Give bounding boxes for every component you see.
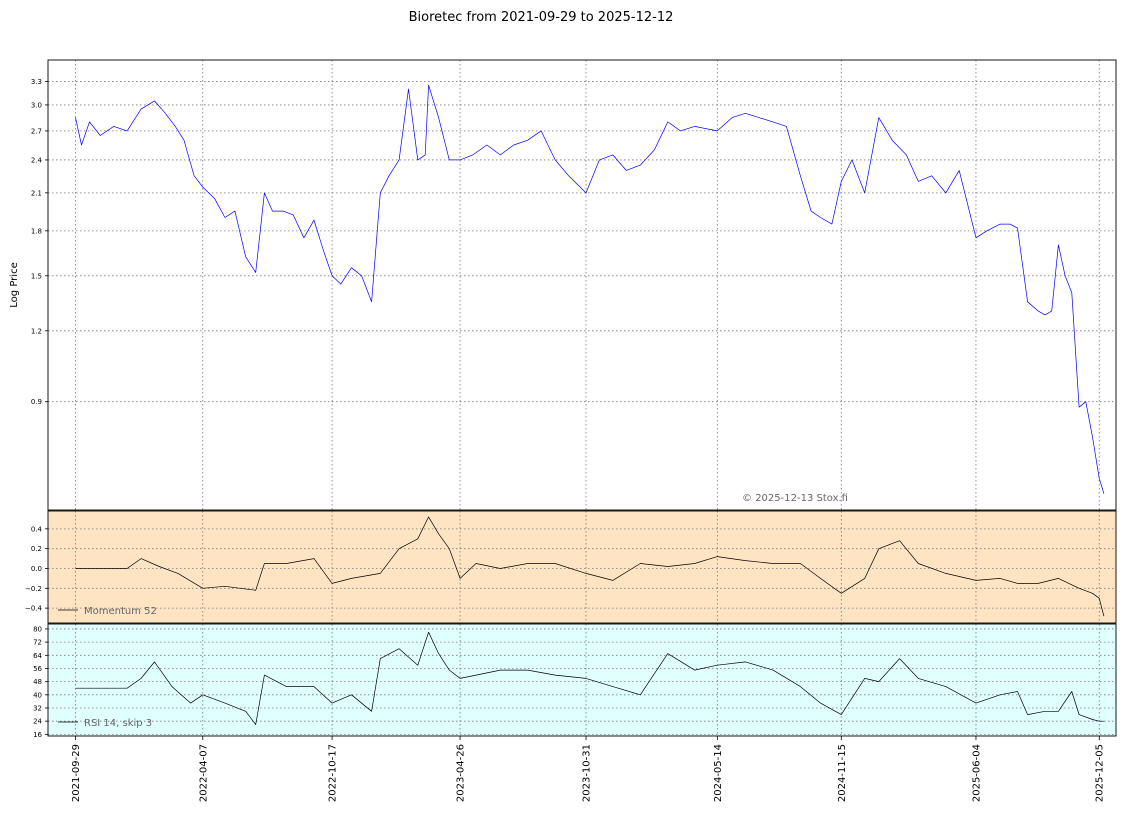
chart-title: Bioretec from 2021-09-29 to 2025-12-12 [409,10,674,25]
price-y-tick-label: 1.8 [31,227,42,235]
rsi-y-tick-label: 72 [33,639,42,647]
x-tick-label: 2021-09-29 [71,744,82,802]
momentum-panel-background [48,511,1116,623]
rsi-y-tick-label: 64 [33,652,42,660]
price-y-tick-label: 2.7 [31,127,42,135]
rsi-legend-label: RSI 14, skip 3 [84,718,152,729]
rsi-panel-frame [47,623,1117,737]
rsi-y-tick-label: 56 [33,665,42,673]
x-axis: 2021-09-29 2022-04-07 2022-10-17 2023-04-26… [71,736,1106,802]
momentum-y-tick-label: 0.2 [31,545,42,553]
x-tick-label: 2023-10-31 [582,744,593,802]
rsi-panel-background [48,624,1116,736]
price-y-tick-label: 2.4 [31,156,43,164]
momentum-series-line [75,516,1105,617]
x-tick-label: 2022-10-17 [328,744,339,802]
price-y-tick-label: 0.9 [31,398,42,406]
price-y-tick-label: 1.2 [31,327,42,335]
momentum-panel-frame [47,510,1117,624]
x-tick-label: 2025-06-04 [971,744,982,802]
price-y-tick-label: 3.3 [31,78,42,86]
x-tick-label: 2024-11-15 [837,744,848,802]
momentum-panel: −0.4 −0.2 0.0 0.2 0.4 [25,510,1117,624]
rsi-y-tick-label: 48 [33,678,42,686]
x-tick-label: 2022-04-07 [198,744,209,802]
rsi-series-line [75,631,1104,725]
rsi-y-tick-label: 40 [33,691,42,699]
price-series-line [75,84,1105,494]
rsi-y-tick-label: 32 [33,705,42,713]
x-tick-label: 2024-05-14 [713,744,724,802]
momentum-y-tick-label: 0.0 [31,565,42,573]
momentum-legend-label: Momentum 52 [84,606,157,617]
rsi-y-tick-label: 24 [33,718,42,726]
price-y-tick-label: 2.1 [31,189,42,197]
rsi-y-tick-label: 16 [33,731,42,739]
rsi-y-tick-label: 80 [33,625,42,633]
price-y-tick-label: 3.0 [31,101,42,109]
price-y-tick-label: 1.5 [31,272,42,280]
copyright-annotation: © 2025-12-13 Stox.fi [742,493,848,504]
x-tick-label: 2025-12-05 [1095,744,1106,802]
x-tick-label: 2023-04-26 [456,744,467,802]
rsi-panel: 16 24 32 40 48 56 64 72 80 [33,623,1117,739]
price-panel: 0.9 1.2 1.5 1.8 2.1 2.4 2.7 3.0 3.3 [31,59,1117,511]
y-axis-label: Log Price [9,262,20,307]
momentum-y-tick-label: 0.4 [31,525,43,533]
momentum-y-tick-label: −0.2 [25,585,42,593]
price-panel-frame [47,59,1117,511]
momentum-y-tick-label: −0.4 [25,605,43,613]
